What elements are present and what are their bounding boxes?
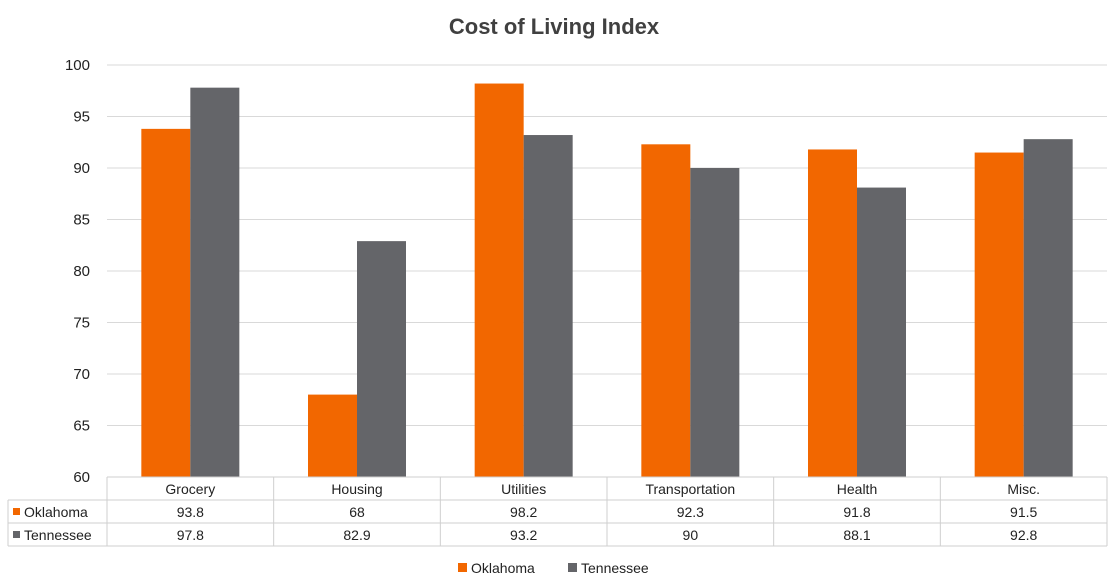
category-label: Misc.: [1007, 481, 1040, 497]
legend-key: [568, 563, 577, 572]
bar-oklahoma-misc: [974, 152, 1024, 478]
table-legend-key: [13, 508, 20, 515]
table-series-name: Oklahoma: [24, 504, 88, 520]
category-label: Transportation: [645, 481, 735, 497]
bar-oklahoma-grocery: [141, 128, 191, 478]
bar-oklahoma-health: [808, 149, 857, 477]
bar-oklahoma-housing: [308, 394, 357, 477]
category-label: Housing: [331, 481, 382, 497]
bar-tennessee-grocery: [190, 87, 240, 477]
bar-oklahoma-transportation: [641, 144, 691, 477]
bar-tennessee-housing: [357, 241, 406, 477]
gridlines: [107, 64, 1107, 426]
chart-title: Cost of Living Index: [449, 14, 660, 39]
y-axis-ticks: 60 65 70 75 80 85 90 95 100: [65, 57, 90, 486]
table-cell: 92.3: [677, 504, 704, 520]
table-cell: 68: [349, 504, 365, 520]
y-tick-label: 100: [65, 57, 90, 74]
bar-tennessee-health: [857, 187, 906, 477]
table-cell: 93.8: [177, 504, 204, 520]
table-cell: 90: [683, 527, 699, 543]
table-cell: 91.8: [843, 504, 870, 520]
y-tick-label: 80: [73, 263, 90, 280]
category-label: Health: [837, 481, 877, 497]
y-tick-label: 90: [73, 160, 90, 177]
bar-tennessee-misc: [1023, 139, 1073, 477]
legend-key: [458, 563, 467, 572]
table-series-name: Tennessee: [24, 527, 92, 543]
y-tick-label: 60: [73, 469, 90, 486]
table-legend-key: [13, 531, 20, 538]
table-cell: 97.8: [177, 527, 204, 543]
table-cell: 93.2: [510, 527, 537, 543]
category-label: Utilities: [501, 481, 546, 497]
y-tick-label: 70: [73, 366, 90, 383]
legend-label: Oklahoma: [471, 560, 535, 576]
category-label: Grocery: [165, 481, 215, 497]
table-cell: 98.2: [510, 504, 537, 520]
data-table: Grocery Housing Utilities Transportation Hea…: [7, 476, 1108, 547]
bar-tennessee-transportation: [690, 168, 740, 477]
legend-label: Tennessee: [581, 560, 649, 576]
y-tick-label: 75: [73, 315, 90, 332]
y-tick-label: 65: [73, 418, 90, 435]
bar-tennessee-utilities: [523, 135, 573, 478]
y-tick-label: 85: [73, 212, 90, 229]
bars: [141, 83, 1073, 478]
legend: Oklahoma Tennessee: [458, 560, 649, 576]
table-cell: 92.8: [1010, 527, 1037, 543]
bar-oklahoma-utilities: [474, 83, 524, 477]
table-cell: 82.9: [343, 527, 370, 543]
table-cell: 88.1: [843, 527, 870, 543]
table-cell: 91.5: [1010, 504, 1037, 520]
y-tick-label: 95: [73, 109, 90, 126]
